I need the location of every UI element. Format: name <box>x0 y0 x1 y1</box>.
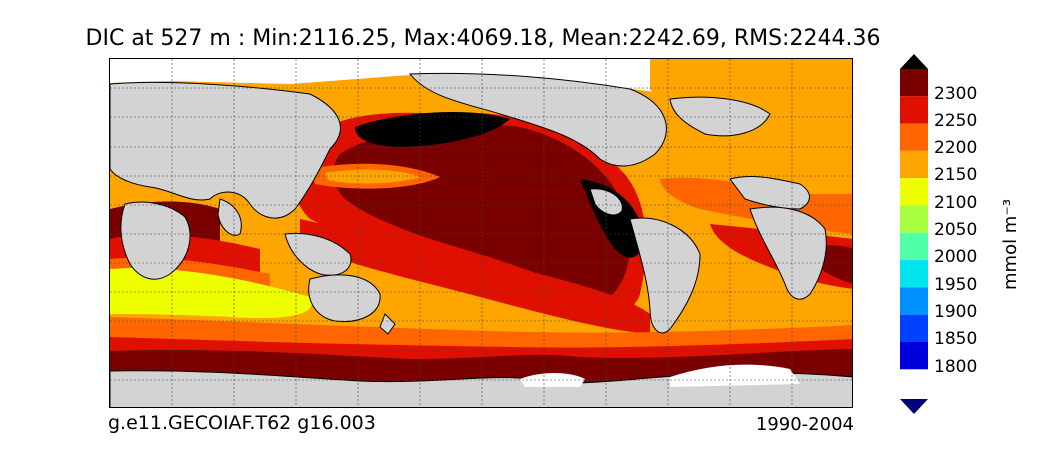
colorbar-box-2000 <box>900 232 928 261</box>
map-canvas <box>110 59 852 407</box>
colorbar-tick-label: 1900 <box>934 301 978 322</box>
north-america-land <box>408 72 667 167</box>
case-name: g.e11.GECOIAF.T62 g16.003 <box>108 412 376 434</box>
colorbar-box-2200 <box>900 123 928 151</box>
new-zealand-land <box>379 313 396 335</box>
kuroshio-2150 <box>325 169 420 184</box>
colorbar-tick-label: 2300 <box>934 83 978 104</box>
colorbar-tick-label: 2000 <box>934 247 978 268</box>
colorbar-boxes <box>900 69 928 370</box>
ross-ice <box>520 373 585 387</box>
north-pacific-max <box>355 112 510 147</box>
australia-land <box>308 274 381 323</box>
colorbar-box-2150 <box>900 150 928 179</box>
colorbar-label: mmol m⁻³ <box>1000 198 1021 290</box>
ocean-dic-map <box>109 58 853 408</box>
south-america-land <box>629 217 701 334</box>
map-title: DIC at 527 m : Min:2116.25, Max:4069.18,… <box>85 26 881 51</box>
colorbar-tick-label: 1800 <box>934 356 978 377</box>
south-pacific-2250 <box>300 219 650 334</box>
africa-west-land <box>749 206 827 300</box>
central-america-land <box>589 188 623 216</box>
colorbar-tick-label: 2050 <box>934 220 978 240</box>
colorbar-box-1850 <box>900 314 928 342</box>
colorbar-box-2050 <box>900 205 928 233</box>
colorbar-tick-label: 1950 <box>934 274 978 295</box>
colorbar-under-arrow <box>900 399 928 414</box>
colorbar-over-arrow <box>900 54 928 69</box>
colorbar-box-1900 <box>900 287 928 315</box>
colorbar-tick-label: 2200 <box>934 138 978 159</box>
colorbar-box-2100 <box>900 178 928 206</box>
time-period: 1990-2004 <box>755 414 854 435</box>
colorbar-tick-label: 2250 <box>934 110 978 131</box>
africa-east-land <box>120 201 191 280</box>
colorbar-tick-label: 2100 <box>934 192 978 213</box>
colorbar-box-2300 <box>900 69 928 97</box>
greenland-land <box>669 96 771 137</box>
north-pacific-2300 <box>333 124 630 297</box>
colorbar-box-2250 <box>900 96 928 124</box>
colorbar <box>900 54 928 414</box>
weddell-ice <box>670 364 800 387</box>
colorbar-box-1950 <box>900 260 928 288</box>
indian-subtropical-2150 <box>110 268 312 319</box>
colorbar-tick-label: 1850 <box>934 329 978 350</box>
eurasia-land <box>110 81 341 219</box>
maritime-continent-land <box>284 232 352 276</box>
colorbar-tick-label: 2150 <box>934 165 978 186</box>
graticule <box>110 59 852 407</box>
colorbar-box-1800 <box>900 342 928 370</box>
